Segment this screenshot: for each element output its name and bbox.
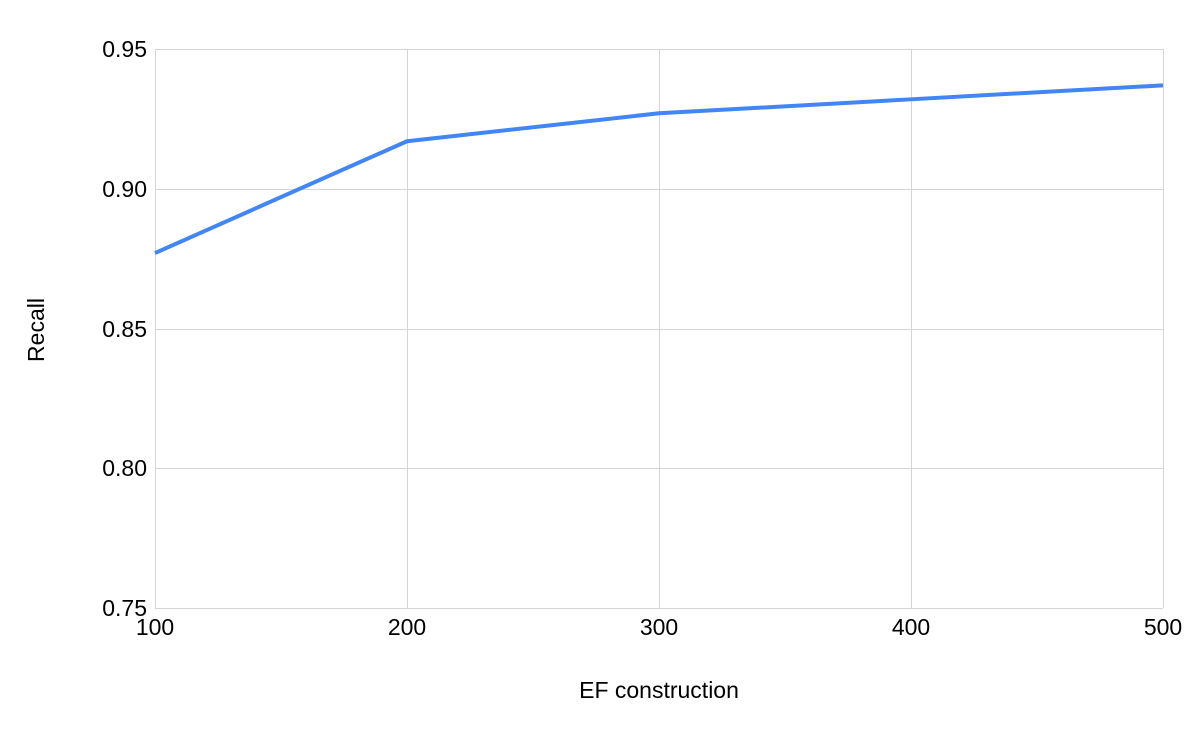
x-tick-label: 500	[1143, 614, 1183, 640]
y-tick-label: 0.90	[102, 175, 147, 202]
x-tick-label: 100	[135, 614, 175, 640]
x-tick-label: 300	[639, 614, 679, 640]
y-axis-title: Recall	[23, 298, 49, 362]
y-tick-label: 0.80	[102, 455, 147, 482]
y-tick-label: 0.85	[102, 315, 147, 342]
y-tick-label: 0.75	[102, 595, 147, 621]
x-tick-label: 400	[891, 614, 931, 640]
x-tick-label: 200	[387, 614, 427, 640]
y-tick-label: 0.95	[102, 36, 147, 62]
series-line	[154, 83, 1164, 255]
x-axis-title: EF construction	[579, 677, 739, 703]
